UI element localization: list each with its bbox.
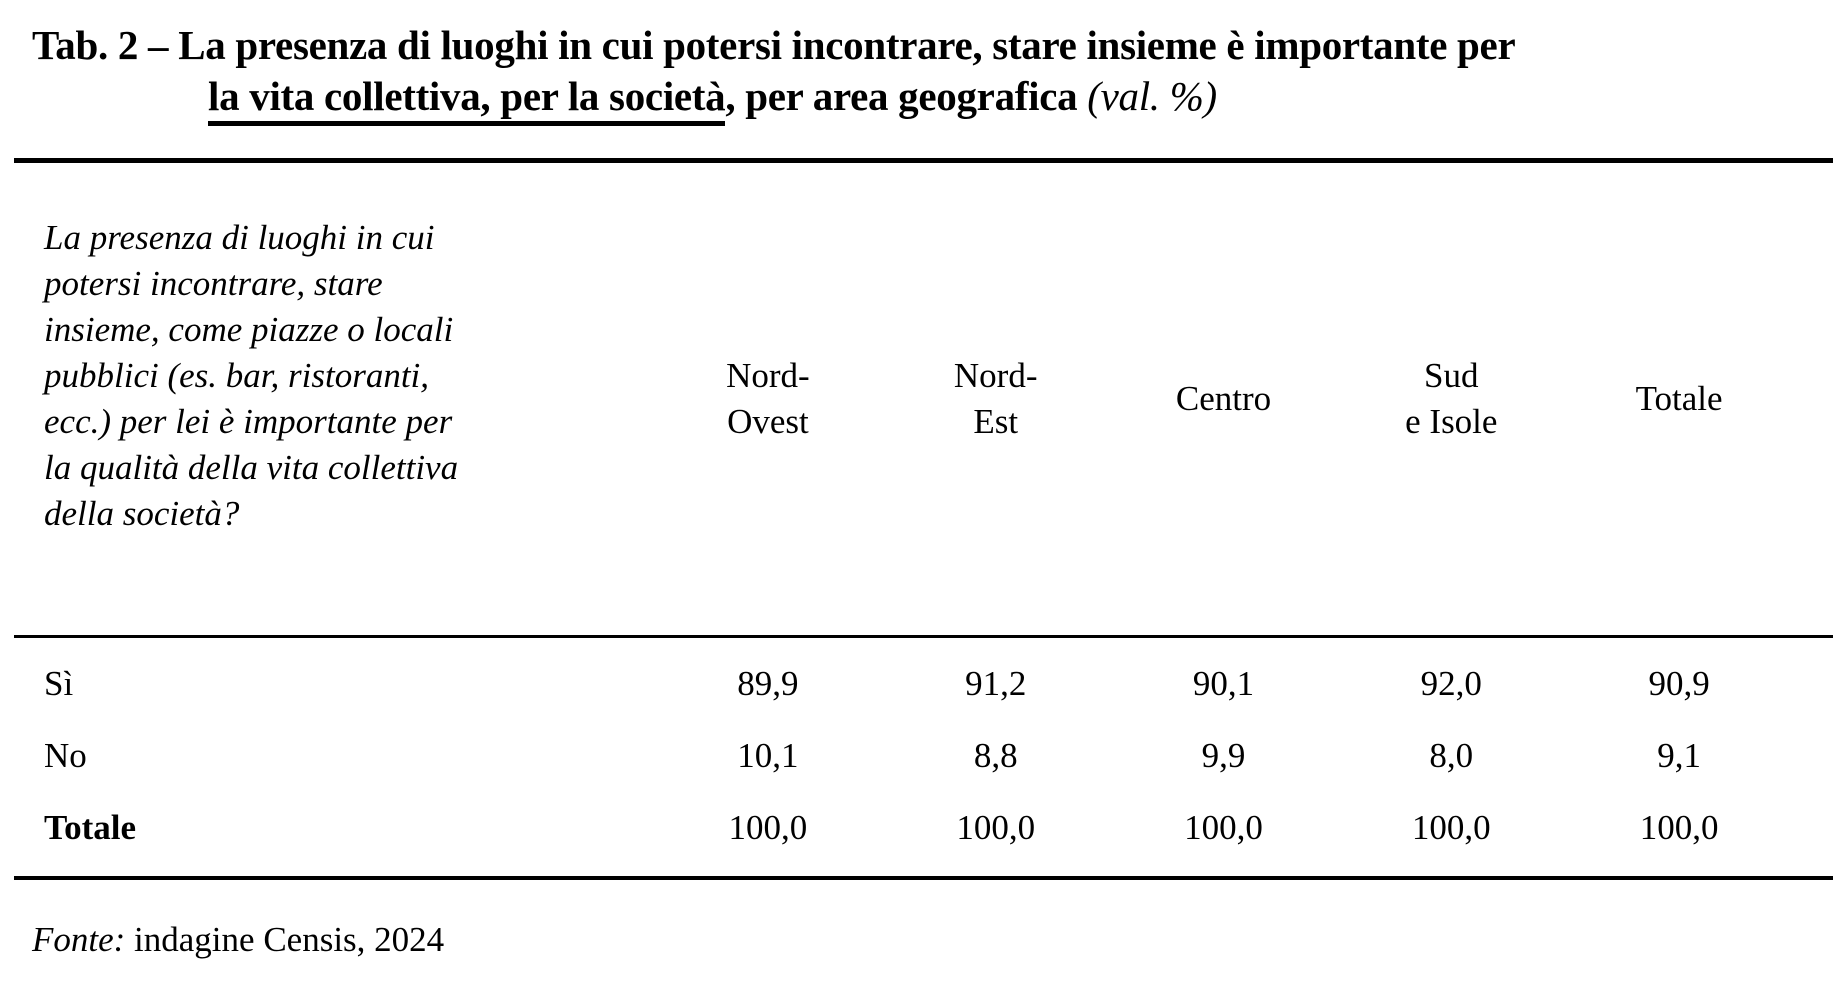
value-cell: 90,1 <box>1192 664 1255 703</box>
column-header-nord-est: Nord- Est <box>882 353 1110 445</box>
question-stub-line: potersi incontrare, stare <box>44 264 383 303</box>
source-text: indagine Censis, 2024 <box>125 920 445 959</box>
row-label: Sì <box>44 664 74 703</box>
value-cell: 9,9 <box>1201 736 1246 775</box>
bottom-rule <box>14 876 1833 880</box>
value-cell: 8,8 <box>973 736 1018 775</box>
table-title-line2: la vita collettiva, per la società, per … <box>32 71 1833 126</box>
value-cell: 100,0 <box>1411 808 1491 847</box>
column-header-line: Est <box>973 402 1019 441</box>
question-stub-line: ecc.) per lei è importante per <box>44 402 453 441</box>
table-body: Sì 89,9 91,2 90,1 92,0 90,9 No 10,1 8,8 … <box>14 638 1833 876</box>
column-header-line: Nord- <box>726 356 810 395</box>
table-title: Tab. 2 – La presenza di luoghi in cui po… <box>14 20 1833 126</box>
source-note: Fonte: indagine Censis, 2024 <box>14 920 1833 960</box>
column-header-line: Sud <box>1424 356 1479 395</box>
value-cell: 89,9 <box>737 664 799 703</box>
value-cell: 100,0 <box>1184 808 1263 847</box>
column-header-line: Ovest <box>727 402 809 441</box>
header-divider-rule <box>14 635 1833 638</box>
column-header-line: e Isole <box>1405 402 1498 441</box>
question-stub-line: la qualità della vita collettiva <box>44 448 459 487</box>
table-row-totale: Totale 100,0 100,0 100,0 100,0 100,0 <box>14 792 1833 864</box>
column-header-line: Nord- <box>953 356 1038 395</box>
value-cell: 100,0 <box>956 808 1036 847</box>
column-header-sud-e-isole: Sud e Isole <box>1337 353 1565 445</box>
value-cell: 10,1 <box>737 736 799 775</box>
value-cell: 92,0 <box>1420 664 1482 703</box>
table-title-after-underline: , per area geografica <box>725 73 1088 119</box>
table-title-text: La presenza di luoghi in cui potersi inc… <box>178 22 1516 68</box>
source-label: Fonte: <box>32 920 126 959</box>
column-header-totale: Totale <box>1565 376 1793 422</box>
value-cell: 100,0 <box>728 808 808 847</box>
value-cell: 8,0 <box>1429 736 1474 775</box>
value-cell: 91,2 <box>965 664 1027 703</box>
table-row-si: Sì 89,9 91,2 90,1 92,0 90,9 <box>14 648 1833 720</box>
table-title-line1: Tab. 2 – La presenza di luoghi in cui po… <box>32 20 1833 71</box>
row-label: No <box>44 736 87 775</box>
table-row-no: No 10,1 8,8 9,9 8,0 9,1 <box>14 720 1833 792</box>
table-header-row: La presenza di luoghi in cui potersi inc… <box>14 163 1833 635</box>
value-cell: 100,0 <box>1639 808 1719 847</box>
question-stub-line: pubblici (es. bar, ristoranti, <box>44 356 430 395</box>
table-number-label: Tab. 2 – <box>32 22 179 68</box>
row-label: Totale <box>44 808 137 847</box>
table-title-underlined-text: la vita collettiva, per la società <box>208 73 726 126</box>
top-rule <box>14 158 1833 163</box>
column-header-line: Centro <box>1175 379 1272 418</box>
column-header-line: Totale <box>1635 379 1723 418</box>
value-cell: 9,1 <box>1657 736 1701 775</box>
table-title-value-note: (val. %) <box>1087 73 1217 119</box>
column-header-centro: Centro <box>1110 376 1338 422</box>
question-stub-line: La presenza di luoghi in cui <box>44 218 435 257</box>
value-cell: 90,9 <box>1648 664 1710 703</box>
question-stub-line: insieme, come piazze o locali <box>44 310 454 349</box>
column-header-nord-ovest: Nord- Ovest <box>654 353 882 445</box>
question-stub: La presenza di luoghi in cui potersi inc… <box>14 163 654 537</box>
question-stub-line: della società? <box>44 494 240 533</box>
